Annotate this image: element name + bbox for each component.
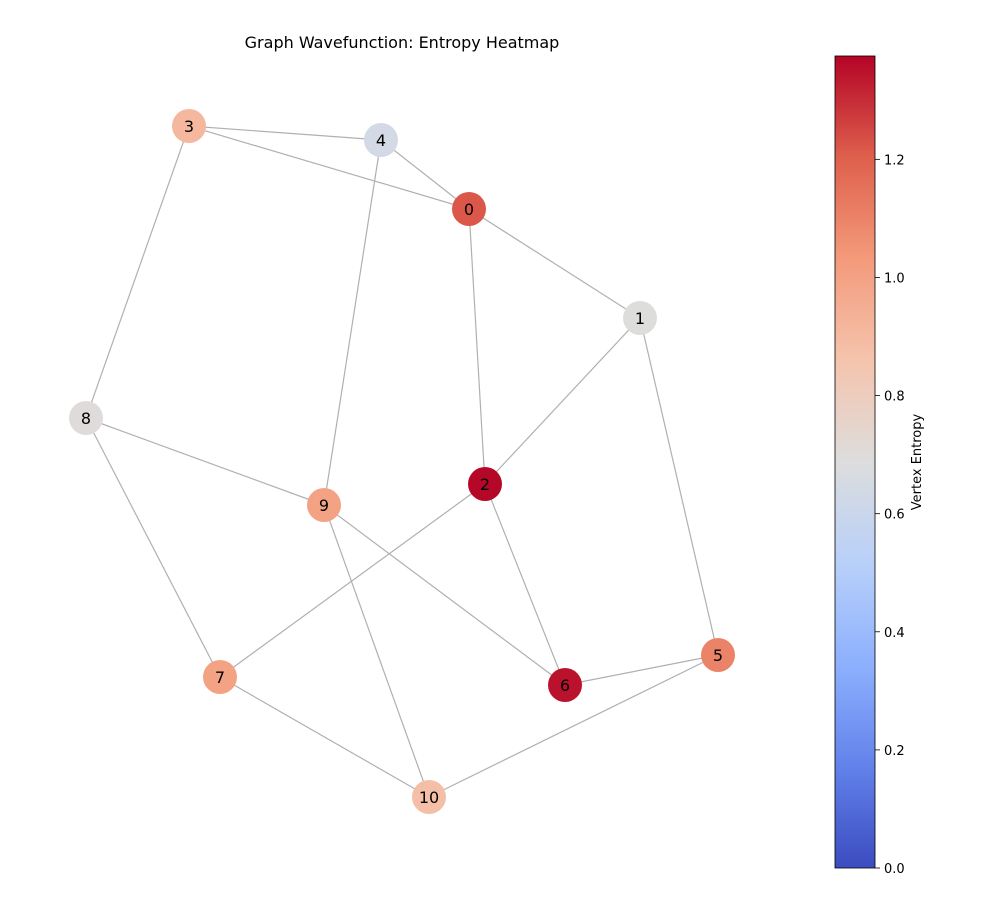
colorbar: 0.0 0.2 0.4 0.6 0.8 1.0 1.2 Vertex Entropy bbox=[834, 55, 925, 877]
node-8: 8 bbox=[69, 401, 103, 435]
node-marker-4 bbox=[364, 123, 398, 157]
node-marker-0 bbox=[452, 192, 486, 226]
node-0: 0 bbox=[452, 192, 486, 226]
edge-8-7 bbox=[85, 417, 221, 678]
colorbar-gradient bbox=[834, 55, 876, 869]
edge-4-9 bbox=[323, 139, 382, 506]
node-label-4: 4 bbox=[376, 131, 386, 150]
node-label-8: 8 bbox=[81, 409, 91, 428]
edges-layer bbox=[85, 125, 719, 798]
edge-4-0 bbox=[380, 139, 470, 210]
node-marker-3 bbox=[172, 109, 206, 143]
edge-9-6 bbox=[323, 504, 566, 686]
edge-8-9 bbox=[85, 417, 325, 506]
node-marker-10 bbox=[412, 780, 446, 814]
node-2: 2 bbox=[468, 467, 502, 501]
colorbar-tick-label: 0.6 bbox=[884, 508, 905, 523]
edge-2-6 bbox=[484, 483, 566, 686]
edge-3-0 bbox=[188, 125, 470, 210]
node-marker-1 bbox=[623, 301, 657, 335]
node-1: 1 bbox=[623, 301, 657, 335]
edge-3-8 bbox=[85, 125, 190, 419]
node-5: 5 bbox=[701, 638, 735, 672]
node-label-10: 10 bbox=[419, 788, 439, 807]
colorbar-tick-label: 1.2 bbox=[884, 153, 905, 168]
nodes-layer: 0 1 2 3 4 5 6 7 8 9 10 bbox=[69, 109, 735, 814]
edge-9-10 bbox=[323, 504, 430, 798]
edge-1-5 bbox=[639, 317, 719, 656]
node-label-3: 3 bbox=[184, 117, 194, 136]
edge-0-1 bbox=[468, 208, 641, 319]
node-10: 10 bbox=[412, 780, 446, 814]
node-label-5: 5 bbox=[713, 646, 723, 665]
colorbar-tick-label: 0.4 bbox=[884, 626, 905, 641]
colorbar-label: Vertex Entropy bbox=[910, 413, 925, 510]
node-7: 7 bbox=[203, 660, 237, 694]
node-label-7: 7 bbox=[215, 668, 225, 687]
node-marker-6 bbox=[548, 668, 582, 702]
edge-0-2 bbox=[468, 208, 486, 485]
node-label-1: 1 bbox=[635, 309, 645, 328]
edge-7-10 bbox=[219, 676, 430, 798]
edge-2-7 bbox=[219, 483, 486, 678]
node-4: 4 bbox=[364, 123, 398, 157]
edge-1-2 bbox=[484, 317, 641, 485]
node-marker-8 bbox=[69, 401, 103, 435]
colorbar-tick-label: 0.0 bbox=[884, 862, 905, 877]
edge-3-4 bbox=[188, 125, 382, 141]
colorbar-tick-label: 0.2 bbox=[884, 744, 905, 759]
node-label-9: 9 bbox=[319, 496, 329, 515]
chart-title: Graph Wavefunction: Entropy Heatmap bbox=[245, 33, 560, 52]
node-6: 6 bbox=[548, 668, 582, 702]
node-marker-2 bbox=[468, 467, 502, 501]
node-marker-9 bbox=[307, 488, 341, 522]
node-label-6: 6 bbox=[560, 676, 570, 695]
edge-6-5 bbox=[564, 654, 719, 686]
colorbar-tick-label: 1.0 bbox=[884, 271, 905, 286]
node-9: 9 bbox=[307, 488, 341, 522]
node-label-0: 0 bbox=[464, 200, 474, 219]
node-3: 3 bbox=[172, 109, 206, 143]
edge-5-10 bbox=[428, 654, 719, 798]
node-marker-7 bbox=[203, 660, 237, 694]
colorbar-ticks: 0.0 0.2 0.4 0.6 0.8 1.0 1.2 bbox=[875, 153, 905, 877]
node-marker-5 bbox=[701, 638, 735, 672]
colorbar-tick-label: 0.8 bbox=[884, 390, 905, 405]
node-label-2: 2 bbox=[480, 475, 490, 494]
